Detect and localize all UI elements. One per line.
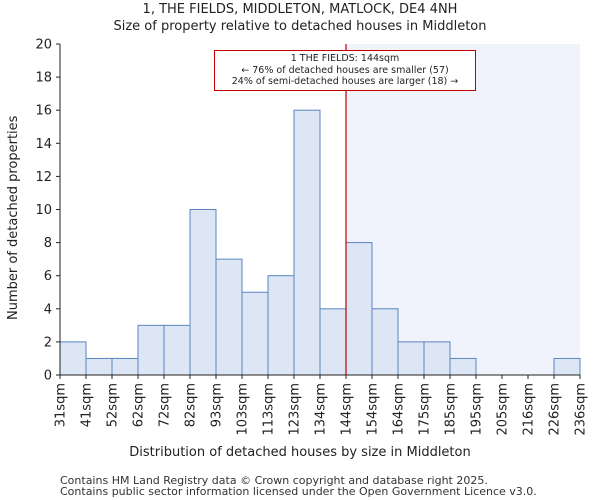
x-tick-label: 164sqm xyxy=(392,383,407,436)
x-tick-label: 103sqm xyxy=(236,383,251,436)
x-tick-label: 123sqm xyxy=(288,383,303,436)
y-tick-label: 0 xyxy=(44,369,52,384)
bar-113sqm xyxy=(267,275,295,376)
y-tick-label: 4 xyxy=(44,302,52,317)
bar-93sqm xyxy=(215,258,243,376)
annotation-box: 1 THE FIELDS: 144sqm ← 76% of detached h… xyxy=(214,50,476,91)
chart-title: 1, THE FIELDS, MIDDLETON, MATLOCK, DE4 4… xyxy=(142,2,458,17)
x-tick-label: 41sqm xyxy=(80,383,95,427)
x-tick-label: 195sqm xyxy=(470,383,485,436)
y-tick-label: 6 xyxy=(44,269,52,284)
bar-134sqm xyxy=(319,308,347,376)
bar-175sqm xyxy=(423,341,451,376)
bar-62sqm xyxy=(137,324,165,376)
bar-154sqm xyxy=(371,308,399,376)
bar-103sqm xyxy=(241,291,269,376)
y-tick-label: 8 xyxy=(44,236,52,251)
x-tick-label: 31sqm xyxy=(54,383,69,427)
x-tick-label: 134sqm xyxy=(314,383,329,436)
x-tick-label: 113sqm xyxy=(262,383,277,436)
y-tick-label: 12 xyxy=(35,170,52,185)
annotation-line-1: 1 THE FIELDS: 144sqm xyxy=(290,53,400,64)
x-tick-label: 93sqm xyxy=(210,383,225,427)
x-tick-label: 62sqm xyxy=(132,383,147,427)
x-tick-label: 205sqm xyxy=(496,383,511,436)
x-tick-label: 154sqm xyxy=(366,383,381,436)
annotation-line-2: ← 76% of detached houses are smaller (57… xyxy=(241,64,449,76)
bar-226sqm xyxy=(553,357,581,376)
bar-144sqm xyxy=(345,242,373,376)
x-tick-label: 216sqm xyxy=(522,383,537,436)
bar-31sqm xyxy=(59,341,87,376)
y-tick-label: 20 xyxy=(35,38,52,53)
x-tick-label: 185sqm xyxy=(444,383,459,436)
x-tick-label: 52sqm xyxy=(106,383,121,427)
y-axis-label: Number of detached properties xyxy=(6,115,21,320)
y-tick-label: 16 xyxy=(35,104,52,119)
bar-52sqm xyxy=(111,357,139,376)
x-tick-label: 72sqm xyxy=(158,383,173,427)
y-tick-label: 2 xyxy=(44,335,52,350)
x-axis-label: Distribution of detached houses by size … xyxy=(129,445,471,460)
footer-line-1: Contains HM Land Registry data © Crown c… xyxy=(60,474,488,487)
bar-82sqm xyxy=(189,209,217,376)
annotation-line-3: 24% of semi-detached houses are larger (… xyxy=(231,76,459,87)
x-tick-label: 144sqm xyxy=(340,383,355,436)
footer-line-2: Contains public sector information licen… xyxy=(60,485,537,498)
x-tick-label: 226sqm xyxy=(548,383,563,436)
bar-72sqm xyxy=(163,324,191,376)
chart-subtitle: Size of property relative to detached ho… xyxy=(113,19,487,34)
bar-123sqm xyxy=(293,109,321,376)
y-tick-label: 18 xyxy=(35,71,52,86)
y-tick-label: 14 xyxy=(35,137,52,152)
bar-185sqm xyxy=(449,357,477,376)
y-tick-label: 10 xyxy=(35,203,52,218)
x-tick-label: 236sqm xyxy=(574,383,589,436)
x-tick-label: 175sqm xyxy=(418,383,433,436)
bar-164sqm xyxy=(397,341,425,376)
bar-41sqm xyxy=(85,357,113,376)
x-tick-label: 82sqm xyxy=(184,383,199,427)
